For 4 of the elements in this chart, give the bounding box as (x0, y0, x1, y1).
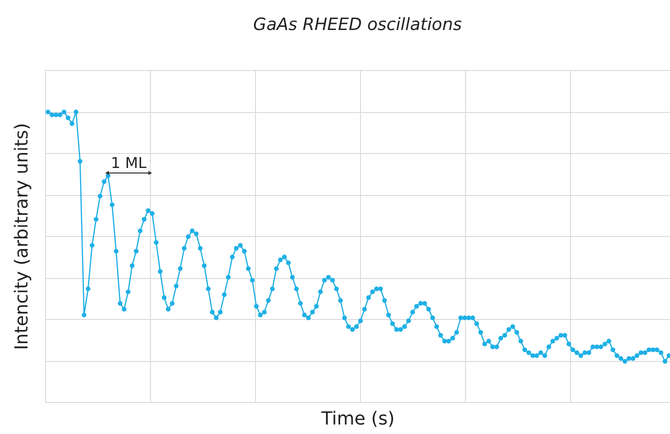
chart-title: GaAs RHEED oscillations (253, 15, 462, 35)
annotation: 1 ML (110, 154, 148, 172)
x-axis-title: Time (s) (320, 408, 395, 430)
y-axis-title: Intencity (arbitrary units) (12, 122, 32, 350)
